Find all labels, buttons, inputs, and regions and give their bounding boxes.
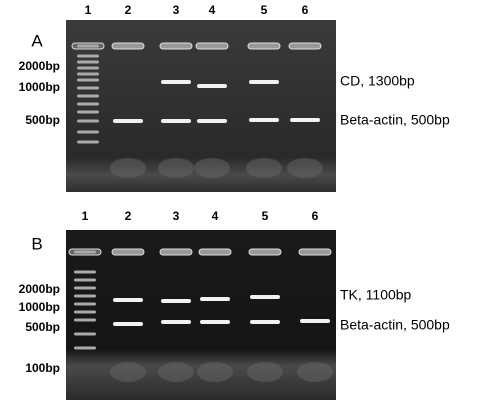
band bbox=[161, 320, 191, 324]
ladder-band bbox=[74, 278, 96, 282]
band bbox=[197, 84, 227, 88]
glow bbox=[247, 362, 283, 382]
ladder-band bbox=[74, 332, 96, 336]
band bbox=[250, 320, 280, 324]
band-label: Beta-actin, 500bp bbox=[340, 317, 450, 333]
band bbox=[113, 322, 143, 326]
ladder-band bbox=[77, 60, 99, 64]
lane-number: 4 bbox=[212, 209, 219, 223]
band bbox=[290, 118, 320, 122]
well bbox=[111, 42, 145, 50]
lane-number: 6 bbox=[312, 209, 319, 223]
lane-number: 1 bbox=[82, 209, 89, 223]
band-label: Beta-actin, 500bp bbox=[340, 112, 450, 128]
panel-label: A bbox=[31, 31, 43, 50]
ladder-band bbox=[74, 294, 96, 298]
band bbox=[113, 298, 143, 302]
lane-number: 3 bbox=[173, 209, 180, 223]
ladder-band bbox=[77, 140, 99, 144]
glow bbox=[194, 158, 230, 178]
band bbox=[200, 297, 230, 301]
lane-number: 5 bbox=[261, 3, 268, 17]
marker-label: 1000bp bbox=[19, 80, 60, 94]
ladder-band bbox=[77, 130, 99, 134]
lane-number: 3 bbox=[173, 3, 180, 17]
ladder-band bbox=[74, 318, 96, 322]
well bbox=[288, 42, 322, 50]
ladder-band bbox=[77, 119, 99, 123]
ladder-band bbox=[77, 54, 99, 58]
band bbox=[161, 299, 191, 303]
band bbox=[161, 80, 191, 84]
glow bbox=[287, 158, 323, 178]
ladder-band bbox=[77, 44, 99, 48]
glow bbox=[158, 362, 194, 382]
marker-label: 2000bp bbox=[19, 282, 60, 296]
well bbox=[198, 248, 232, 256]
lane-number: 6 bbox=[302, 3, 309, 17]
band bbox=[249, 118, 279, 122]
ladder-band bbox=[74, 286, 96, 290]
well bbox=[111, 248, 145, 256]
lane-number: 4 bbox=[209, 3, 216, 17]
ladder-band bbox=[74, 270, 96, 274]
band bbox=[161, 119, 191, 123]
band bbox=[249, 80, 279, 84]
well bbox=[195, 42, 229, 50]
ladder-band bbox=[77, 110, 99, 114]
band-label: TK, 1100bp bbox=[340, 287, 412, 303]
glow bbox=[110, 362, 146, 382]
marker-label: 2000bp bbox=[19, 59, 60, 73]
ladder-band bbox=[77, 86, 99, 90]
panel-label: B bbox=[31, 234, 42, 253]
band-label: CD, 1300bp bbox=[340, 73, 415, 89]
band bbox=[250, 295, 280, 299]
lane-number: 2 bbox=[125, 3, 132, 17]
ladder-band bbox=[77, 72, 99, 76]
glow bbox=[110, 158, 146, 178]
band bbox=[300, 319, 330, 323]
lane-number: 2 bbox=[125, 209, 132, 223]
lane-number: 1 bbox=[85, 3, 92, 17]
ladder-band bbox=[77, 102, 99, 106]
ladder-band bbox=[74, 346, 96, 350]
marker-label: 100bp bbox=[25, 361, 60, 375]
marker-label: 1000bp bbox=[19, 300, 60, 314]
ladder-band bbox=[74, 310, 96, 314]
well bbox=[159, 42, 193, 50]
glow bbox=[158, 158, 194, 178]
band bbox=[200, 320, 230, 324]
ladder-band bbox=[74, 250, 96, 254]
glow bbox=[197, 362, 233, 382]
ladder-band bbox=[74, 302, 96, 306]
marker-label: 500bp bbox=[25, 320, 60, 334]
band bbox=[197, 119, 227, 123]
well bbox=[298, 248, 332, 256]
lane-number: 5 bbox=[262, 209, 269, 223]
glow bbox=[246, 158, 282, 178]
glow bbox=[297, 362, 333, 382]
ladder-band bbox=[77, 94, 99, 98]
ladder-band bbox=[77, 78, 99, 82]
well bbox=[248, 248, 282, 256]
ladder-band bbox=[77, 66, 99, 70]
well bbox=[247, 42, 281, 50]
marker-label: 500bp bbox=[25, 113, 60, 127]
well bbox=[159, 248, 193, 256]
band bbox=[113, 119, 143, 123]
